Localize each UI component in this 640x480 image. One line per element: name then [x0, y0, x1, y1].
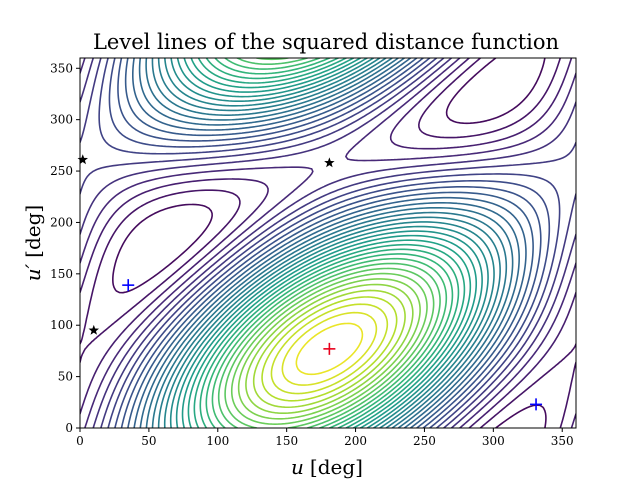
- contour-level: [108, 58, 551, 428]
- contour-level: [169, 58, 489, 428]
- star-marker: [324, 157, 335, 168]
- contour-level: [270, 303, 389, 395]
- contour-level: [157, 58, 501, 428]
- y-tick-label: 300: [50, 113, 73, 127]
- y-axis: 0 50 100 150 200 250 300 350: [50, 61, 80, 435]
- star-marker: [77, 154, 88, 165]
- x-axis-var: u: [291, 455, 304, 479]
- contour-level: [211, 58, 448, 428]
- contour-level: [175, 58, 483, 428]
- contour-level: [252, 289, 406, 409]
- x-axis-unit: [deg]: [310, 455, 363, 479]
- y-tick-label: 100: [50, 318, 73, 332]
- plus-marker: [530, 398, 543, 411]
- y-tick-label: 50: [58, 370, 73, 384]
- contour-level: [138, 58, 520, 428]
- contour-lines: [80, 58, 576, 428]
- y-axis-unit: [deg]: [21, 205, 45, 258]
- y-tick-label: 150: [50, 267, 73, 281]
- contour-level: [80, 58, 576, 428]
- contour-level: [230, 272, 428, 425]
- contour-level: [295, 322, 364, 376]
- x-tick-label: 150: [275, 434, 298, 448]
- contour-level: [261, 296, 398, 402]
- contour-level: [281, 311, 378, 386]
- x-tick-label: 100: [206, 434, 229, 448]
- contour-level: [151, 58, 508, 428]
- contour-level: [124, 58, 534, 428]
- contour-level: [224, 58, 435, 428]
- contour-level: [117, 58, 542, 428]
- x-axis-label: u [deg]: [291, 455, 363, 479]
- contour-level: [181, 58, 478, 428]
- contour-level: [245, 283, 414, 415]
- plot-frame: [79, 57, 577, 429]
- x-tick-label: 50: [141, 434, 156, 448]
- star-marker: [88, 324, 100, 335]
- x-tick-label: 300: [482, 434, 505, 448]
- contour-level: [98, 58, 561, 428]
- contour-level: [80, 58, 576, 428]
- contour-level: [145, 58, 514, 428]
- y-tick-label: 0: [65, 421, 73, 435]
- contour-level: [131, 58, 527, 428]
- chart-title: Level lines of the squared distance func…: [93, 30, 559, 54]
- contour-level: [217, 58, 441, 428]
- contour-level: [193, 58, 466, 428]
- x-tick-label: 350: [551, 434, 574, 448]
- x-axis: 0 50 100 150 200 250 300 350: [76, 428, 574, 448]
- minimum-marker: [323, 342, 336, 355]
- plus-marker: [122, 279, 135, 292]
- contour-level: [80, 58, 576, 428]
- x-tick-label: 0: [76, 434, 84, 448]
- y-tick-label: 200: [50, 215, 73, 229]
- y-tick-label: 250: [50, 164, 73, 178]
- contour-level: [80, 58, 576, 428]
- x-tick-label: 250: [413, 434, 436, 448]
- contour-level: [163, 58, 495, 428]
- x-tick-label: 200: [344, 434, 367, 448]
- y-axis-label: u′ [deg]: [21, 205, 45, 281]
- y-tick-label: 350: [50, 61, 73, 75]
- contour-level: [187, 58, 472, 428]
- markers: [77, 154, 543, 411]
- contour-level: [205, 58, 454, 428]
- contour-level: [199, 58, 460, 428]
- y-axis-var: u′: [21, 263, 45, 281]
- contour-level: [237, 278, 421, 420]
